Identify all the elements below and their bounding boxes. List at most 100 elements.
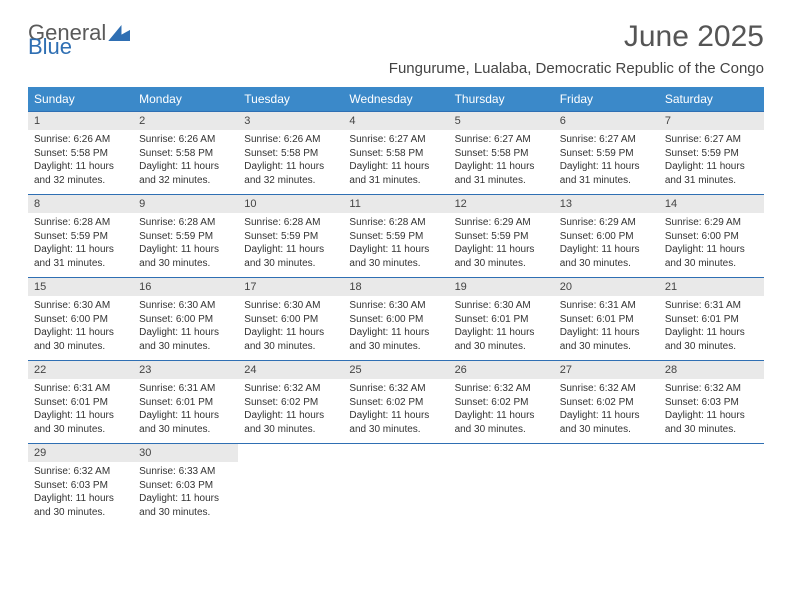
- day-number: 29: [28, 443, 133, 462]
- daylight-line: Daylight: 11 hours and 31 minutes.: [34, 243, 127, 270]
- sunrise-line: Sunrise: 6:26 AM: [244, 133, 337, 147]
- sunrise-line: Sunrise: 6:29 AM: [665, 216, 758, 230]
- day-cell: Sunrise: 6:30 AMSunset: 6:01 PMDaylight:…: [449, 296, 554, 360]
- day-cell: Sunrise: 6:27 AMSunset: 5:59 PMDaylight:…: [554, 130, 659, 194]
- day-number: 25: [343, 360, 448, 379]
- day-cell: Sunrise: 6:27 AMSunset: 5:58 PMDaylight:…: [343, 130, 448, 194]
- sunrise-line: Sunrise: 6:30 AM: [34, 299, 127, 313]
- sunset-line: Sunset: 6:01 PM: [665, 313, 758, 327]
- sunrise-line: Sunrise: 6:32 AM: [560, 382, 653, 396]
- sunrise-line: Sunrise: 6:30 AM: [244, 299, 337, 313]
- sunrise-line: Sunrise: 6:31 AM: [560, 299, 653, 313]
- calendar-grid: SundayMondayTuesdayWednesdayThursdayFrid…: [28, 87, 764, 526]
- day-number: [238, 443, 343, 462]
- day-number: [659, 443, 764, 462]
- sunset-line: Sunset: 5:59 PM: [244, 230, 337, 244]
- sunset-line: Sunset: 6:00 PM: [34, 313, 127, 327]
- day-number: 26: [449, 360, 554, 379]
- daylight-line: Daylight: 11 hours and 32 minutes.: [244, 160, 337, 187]
- day-cell: [343, 462, 448, 526]
- sunrise-line: Sunrise: 6:32 AM: [665, 382, 758, 396]
- sunset-line: Sunset: 6:00 PM: [349, 313, 442, 327]
- day-cell: Sunrise: 6:32 AMSunset: 6:03 PMDaylight:…: [659, 379, 764, 443]
- sunset-line: Sunset: 6:03 PM: [34, 479, 127, 493]
- day-cell: Sunrise: 6:31 AMSunset: 6:01 PMDaylight:…: [28, 379, 133, 443]
- brand-line2: Blue: [28, 34, 72, 60]
- day-cell: Sunrise: 6:31 AMSunset: 6:01 PMDaylight:…: [659, 296, 764, 360]
- daylight-line: Daylight: 11 hours and 30 minutes.: [244, 326, 337, 353]
- sunset-line: Sunset: 5:59 PM: [560, 147, 653, 161]
- day-cell: Sunrise: 6:32 AMSunset: 6:02 PMDaylight:…: [343, 379, 448, 443]
- daylight-line: Daylight: 11 hours and 30 minutes.: [455, 409, 548, 436]
- day-number: 23: [133, 360, 238, 379]
- sunset-line: Sunset: 6:02 PM: [349, 396, 442, 410]
- daylight-line: Daylight: 11 hours and 31 minutes.: [349, 160, 442, 187]
- page-title: June 2025: [624, 20, 764, 54]
- day-number: 13: [554, 194, 659, 213]
- sunrise-line: Sunrise: 6:32 AM: [349, 382, 442, 396]
- day-number: 11: [343, 194, 448, 213]
- day-number: 16: [133, 277, 238, 296]
- sunset-line: Sunset: 5:59 PM: [34, 230, 127, 244]
- daylight-line: Daylight: 11 hours and 30 minutes.: [349, 243, 442, 270]
- sunset-line: Sunset: 6:00 PM: [665, 230, 758, 244]
- sunset-line: Sunset: 5:58 PM: [34, 147, 127, 161]
- daylight-line: Daylight: 11 hours and 30 minutes.: [455, 243, 548, 270]
- sunrise-line: Sunrise: 6:30 AM: [139, 299, 232, 313]
- weekday-header: Saturday: [659, 87, 764, 111]
- sunset-line: Sunset: 6:03 PM: [665, 396, 758, 410]
- calendar-page: General June 2025 Blue Fungurume, Lualab…: [0, 0, 792, 546]
- day-number: 20: [554, 277, 659, 296]
- day-number: 28: [659, 360, 764, 379]
- day-number: 18: [343, 277, 448, 296]
- day-cell: Sunrise: 6:31 AMSunset: 6:01 PMDaylight:…: [133, 379, 238, 443]
- daylight-line: Daylight: 11 hours and 31 minutes.: [665, 160, 758, 187]
- daylight-line: Daylight: 11 hours and 30 minutes.: [139, 492, 232, 519]
- day-cell: Sunrise: 6:30 AMSunset: 6:00 PMDaylight:…: [28, 296, 133, 360]
- sunrise-line: Sunrise: 6:27 AM: [349, 133, 442, 147]
- sunrise-line: Sunrise: 6:28 AM: [349, 216, 442, 230]
- daylight-line: Daylight: 11 hours and 30 minutes.: [139, 243, 232, 270]
- day-number: 10: [238, 194, 343, 213]
- day-cell: [238, 462, 343, 526]
- sunrise-line: Sunrise: 6:31 AM: [34, 382, 127, 396]
- day-cell: [659, 462, 764, 526]
- sunrise-line: Sunrise: 6:32 AM: [244, 382, 337, 396]
- day-cell: Sunrise: 6:26 AMSunset: 5:58 PMDaylight:…: [238, 130, 343, 194]
- sunrise-line: Sunrise: 6:31 AM: [665, 299, 758, 313]
- day-number: 15: [28, 277, 133, 296]
- day-number: 1: [28, 111, 133, 130]
- daylight-line: Daylight: 11 hours and 30 minutes.: [349, 409, 442, 436]
- daylight-line: Daylight: 11 hours and 30 minutes.: [560, 326, 653, 353]
- day-cell: Sunrise: 6:29 AMSunset: 5:59 PMDaylight:…: [449, 213, 554, 277]
- day-cell: Sunrise: 6:29 AMSunset: 6:00 PMDaylight:…: [554, 213, 659, 277]
- daylight-line: Daylight: 11 hours and 30 minutes.: [244, 409, 337, 436]
- day-cell: Sunrise: 6:28 AMSunset: 5:59 PMDaylight:…: [28, 213, 133, 277]
- sunrise-line: Sunrise: 6:30 AM: [349, 299, 442, 313]
- day-number: 2: [133, 111, 238, 130]
- day-cell: Sunrise: 6:32 AMSunset: 6:02 PMDaylight:…: [554, 379, 659, 443]
- daylight-line: Daylight: 11 hours and 31 minutes.: [560, 160, 653, 187]
- day-number: 8: [28, 194, 133, 213]
- sunset-line: Sunset: 6:01 PM: [139, 396, 232, 410]
- day-number: 4: [343, 111, 448, 130]
- day-cell: Sunrise: 6:30 AMSunset: 6:00 PMDaylight:…: [343, 296, 448, 360]
- sunset-line: Sunset: 5:59 PM: [349, 230, 442, 244]
- sunrise-line: Sunrise: 6:31 AM: [139, 382, 232, 396]
- sunset-line: Sunset: 6:02 PM: [244, 396, 337, 410]
- day-cell: Sunrise: 6:26 AMSunset: 5:58 PMDaylight:…: [133, 130, 238, 194]
- daylight-line: Daylight: 11 hours and 30 minutes.: [665, 326, 758, 353]
- daylight-line: Daylight: 11 hours and 30 minutes.: [349, 326, 442, 353]
- brand-part2: Blue: [28, 34, 72, 60]
- sunset-line: Sunset: 6:02 PM: [455, 396, 548, 410]
- day-cell: Sunrise: 6:27 AMSunset: 5:59 PMDaylight:…: [659, 130, 764, 194]
- header-row: General June 2025: [28, 20, 764, 54]
- weekday-header: Monday: [133, 87, 238, 111]
- daylight-line: Daylight: 11 hours and 30 minutes.: [139, 409, 232, 436]
- day-number: 7: [659, 111, 764, 130]
- sunrise-line: Sunrise: 6:26 AM: [139, 133, 232, 147]
- day-number: [449, 443, 554, 462]
- daylight-line: Daylight: 11 hours and 30 minutes.: [34, 409, 127, 436]
- sunrise-line: Sunrise: 6:32 AM: [455, 382, 548, 396]
- day-cell: Sunrise: 6:30 AMSunset: 6:00 PMDaylight:…: [133, 296, 238, 360]
